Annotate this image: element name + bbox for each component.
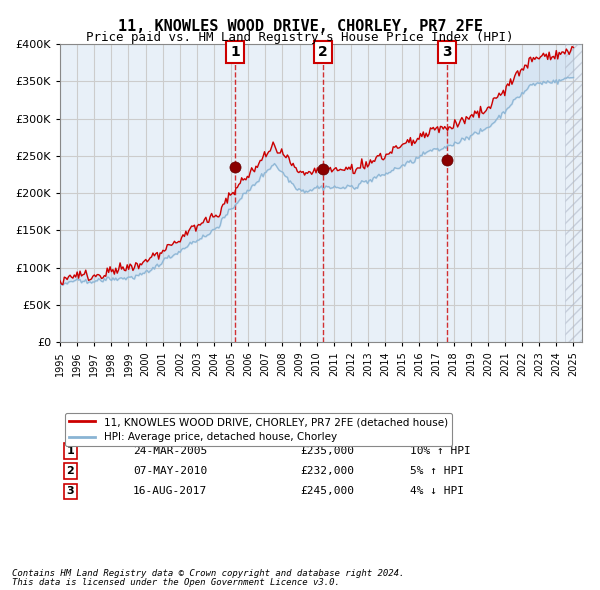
Text: 10% ↑ HPI: 10% ↑ HPI — [410, 446, 470, 456]
Text: 16-AUG-2017: 16-AUG-2017 — [133, 487, 208, 496]
Text: 1: 1 — [67, 446, 74, 456]
Text: Contains HM Land Registry data © Crown copyright and database right 2024.: Contains HM Land Registry data © Crown c… — [12, 569, 404, 578]
Legend: 11, KNOWLES WOOD DRIVE, CHORLEY, PR7 2FE (detached house), HPI: Average price, d: 11, KNOWLES WOOD DRIVE, CHORLEY, PR7 2FE… — [65, 413, 452, 447]
Text: 3: 3 — [442, 45, 452, 58]
Text: £232,000: £232,000 — [300, 466, 354, 476]
Text: 5% ↑ HPI: 5% ↑ HPI — [410, 466, 464, 476]
Text: 07-MAY-2010: 07-MAY-2010 — [133, 466, 208, 476]
Text: Price paid vs. HM Land Registry's House Price Index (HPI): Price paid vs. HM Land Registry's House … — [86, 31, 514, 44]
Text: 3: 3 — [67, 487, 74, 496]
Text: 2: 2 — [318, 45, 328, 58]
Text: £245,000: £245,000 — [300, 487, 354, 496]
Text: £235,000: £235,000 — [300, 446, 354, 456]
Text: 2: 2 — [67, 466, 74, 476]
Text: This data is licensed under the Open Government Licence v3.0.: This data is licensed under the Open Gov… — [12, 578, 340, 587]
Text: 1: 1 — [230, 45, 240, 58]
Text: 4% ↓ HPI: 4% ↓ HPI — [410, 487, 464, 496]
Text: 24-MAR-2005: 24-MAR-2005 — [133, 446, 208, 456]
Text: 11, KNOWLES WOOD DRIVE, CHORLEY, PR7 2FE: 11, KNOWLES WOOD DRIVE, CHORLEY, PR7 2FE — [118, 19, 482, 34]
